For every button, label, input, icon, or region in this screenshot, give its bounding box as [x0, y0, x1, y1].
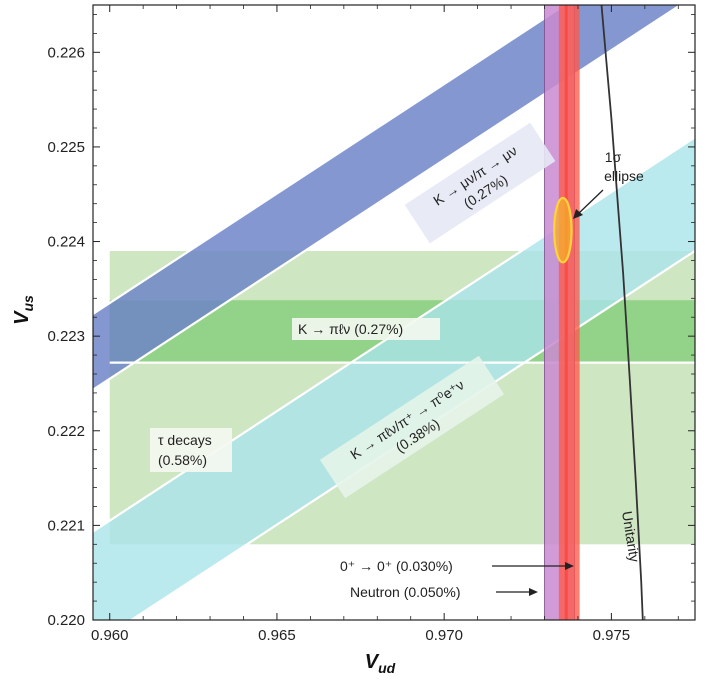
label-neutron: Neutron (0.050%) [350, 584, 461, 600]
overlays-layer: K → μν/π → μν(0.27%)K → πℓν/π⁺ → π⁰e⁺ν(0… [150, 122, 644, 600]
band-superallowed [558, 5, 580, 620]
x-axis-title-sub: ud [378, 660, 396, 676]
label-tau-bg [150, 428, 232, 472]
arrow-superallowed-head [565, 562, 574, 570]
unitarity-curve [600, 5, 644, 620]
label-tau: τ decays (0.58%) [150, 428, 232, 472]
label-tau-line: (0.58%) [158, 452, 207, 468]
y-axis-title-sub: us [20, 295, 36, 312]
y-tick-label: 0.220 [47, 612, 85, 629]
axes-layer: 0.960 0.965 0.970 0.975 0.220 0.221 0.222 0.223… [47, 5, 695, 644]
label-superallowed: 0⁺ → 0⁺ (0.030%) [340, 558, 453, 574]
y-tick-label: 0.223 [47, 328, 85, 345]
y-tick-label: 0.221 [47, 517, 85, 534]
arrow-ellipse-line [577, 189, 604, 215]
x-tick-label: 0.970 [425, 627, 463, 644]
label-tau-line: τ decays [158, 432, 212, 448]
y-tick-label: 0.222 [47, 423, 85, 440]
label-k-ratio-bg [319, 355, 505, 499]
arrow-neutron-head [529, 588, 538, 596]
y-axis-title: Vus [11, 295, 36, 325]
y-tick-label: 0.224 [47, 234, 85, 251]
y-tick-label: 0.226 [47, 44, 85, 61]
band-edge-line [93, 5, 683, 391]
label-unitarity: Unitarity [619, 510, 643, 563]
label-k-pi-l-nu: K → πℓν (0.27%) [292, 318, 440, 340]
bands-layer [93, 5, 695, 620]
plot-frame [92, 4, 696, 621]
label-k-mu-nu-bg [404, 122, 556, 244]
x-tick-label: 0.965 [258, 627, 296, 644]
x-tick-label: 0.975 [593, 627, 631, 644]
label-k-pi-l-nu-bg [292, 318, 440, 340]
label-ellipse-line: 1σ [605, 149, 622, 165]
arrow-ellipse-head [573, 209, 583, 219]
label-ellipse-line: ellipse [604, 168, 644, 184]
one-sigma-ellipse [553, 196, 573, 264]
label-k-pi-l-nu-text: K → πℓν (0.27%) [298, 321, 403, 337]
band-edge-line [93, 5, 567, 315]
y-tick-label: 0.225 [47, 139, 85, 156]
x-axis-title: Vud [365, 651, 396, 676]
x-tick-label: 0.960 [91, 627, 129, 644]
